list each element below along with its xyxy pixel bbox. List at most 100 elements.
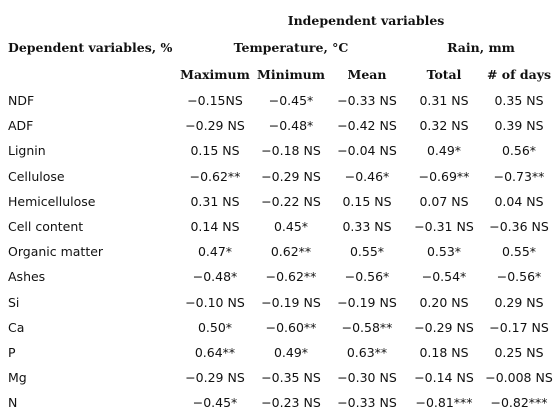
row-variable-label: NDF [8,93,35,109]
table-cell: −0.54* [421,269,467,285]
table-cell: 0.50* [197,319,233,335]
table-row: NDF −0.15NS −0.45* −0.33 NS 0.31 NS 0.35… [0,88,556,113]
table-cell: 0.63** [346,344,388,360]
table-cell: −0.17 NS [489,319,549,335]
table-cell: 0.45* [273,219,309,235]
column-header-number-of-days: # of days [486,66,552,82]
table-row: N −0.45* −0.23 NS −0.33 NS −0.81*** −0.8… [0,390,556,415]
table-cell: −0.81*** [415,395,473,411]
table-cell: −0.31 NS [414,219,474,235]
table-cell: −0.35 NS [261,370,321,386]
table-cell: −0.30 NS [337,370,397,386]
table-cell: −0.15NS [187,93,243,109]
column-header-maximum: Maximum [180,66,250,82]
header-row-independent: Independent variables [0,0,556,34]
dependent-variables-heading: Dependent variables, % [8,39,173,55]
table-cell: −0.42 NS [337,118,397,134]
table-row: Ca 0.50* −0.60** −0.58** −0.29 NS −0.17 … [0,315,556,340]
table-row: Si −0.10 NS −0.19 NS −0.19 NS 0.20 NS 0.… [0,290,556,315]
header-empty-cell [0,0,176,34]
row-variable-label: Organic matter [8,244,104,260]
table-cell: 0.64** [194,344,236,360]
table-cell: −0.19 NS [337,294,397,310]
table-cell: 0.33 NS [342,219,392,235]
table-cell: 0.18 NS [419,344,469,360]
table-cell: 0.49* [426,143,462,159]
table-row: Ashes −0.48* −0.62** −0.56* −0.54* −0.56… [0,264,556,289]
table-cell: −0.60** [265,319,317,335]
table-cell: −0.82*** [490,395,548,411]
table-cell: −0.46* [344,168,390,184]
row-variable-label: Si [8,294,20,310]
row-variable-label: Mg [8,370,27,386]
row-variable-label: P [8,344,16,360]
header-row-groups: Dependent variables, % Temperature, °C R… [0,34,556,60]
table-cell: −0.73** [493,168,545,184]
table-row: Mg −0.29 NS −0.35 NS −0.30 NS −0.14 NS −… [0,365,556,390]
table-cell: −0.48* [192,269,238,285]
table-cell: 0.47* [197,244,233,260]
row-variable-label: Lignin [8,143,46,159]
table-cell: −0.62** [265,269,317,285]
header-empty-cell [0,60,176,88]
table-cell: 0.55* [501,244,537,260]
column-header-total: Total [426,66,462,82]
table-cell: 0.35 NS [494,93,544,109]
table-cell: 0.15 NS [190,143,240,159]
row-variable-label: Ca [8,319,25,335]
table-row: Cell content 0.14 NS 0.45* 0.33 NS −0.31… [0,214,556,239]
rain-group-heading: Rain, mm [447,39,515,55]
table-row: ADF −0.29 NS −0.48* −0.42 NS 0.32 NS 0.3… [0,113,556,138]
column-header-minimum: Minimum [257,66,325,82]
table-cell: −0.58** [341,319,393,335]
table-cell: 0.29 NS [494,294,544,310]
table-cell: 0.32 NS [419,118,469,134]
temperature-group-heading: Temperature, °C [233,39,349,55]
independent-variables-heading: Independent variables [287,12,445,28]
table-cell: 0.39 NS [494,118,544,134]
row-variable-label: Hemicellulose [8,193,96,209]
table-row: Organic matter 0.47* 0.62** 0.55* 0.53* … [0,239,556,264]
table-cell: 0.07 NS [419,193,469,209]
table-body: NDF −0.15NS −0.45* −0.33 NS 0.31 NS 0.35… [0,88,556,415]
table-cell: −0.10 NS [185,294,245,310]
table-cell: −0.69** [418,168,470,184]
row-variable-label: Cell content [8,219,84,235]
table-cell: −0.23 NS [261,395,321,411]
table-cell: −0.56* [344,269,390,285]
table-cell: −0.22 NS [261,193,321,209]
table-cell: −0.04 NS [337,143,397,159]
table-cell: 0.56* [501,143,537,159]
table-cell: −0.33 NS [337,93,397,109]
table-cell: −0.29 NS [414,319,474,335]
row-variable-label: ADF [8,118,34,134]
table-cell: −0.45* [268,93,314,109]
table-cell: −0.33 NS [337,395,397,411]
table-cell: −0.008 NS [485,370,553,386]
table-cell: −0.45* [192,395,238,411]
table-cell: −0.29 NS [261,168,321,184]
table-cell: −0.18 NS [261,143,321,159]
table-cell: −0.19 NS [261,294,321,310]
table-cell: 0.31 NS [190,193,240,209]
header-row-columns: Maximum Minimum Mean Total # of days [0,60,556,88]
table-cell: 0.20 NS [419,294,469,310]
table-cell: −0.36 NS [489,219,549,235]
row-variable-label: Cellulose [8,168,65,184]
table-cell: −0.14 NS [414,370,474,386]
table-cell: −0.29 NS [185,118,245,134]
row-variable-label: N [8,395,18,411]
table-row: P 0.64** 0.49* 0.63** 0.18 NS 0.25 NS [0,340,556,365]
table-cell: 0.04 NS [494,193,544,209]
table-cell: −0.62** [189,168,241,184]
table-cell: 0.55* [349,244,385,260]
table-row: Lignin 0.15 NS −0.18 NS −0.04 NS 0.49* 0… [0,138,556,163]
table-cell: 0.31 NS [419,93,469,109]
table-cell: 0.14 NS [190,219,240,235]
row-variable-label: Ashes [8,269,46,285]
table-cell: −0.48* [268,118,314,134]
column-header-mean: Mean [347,66,387,82]
table-cell: −0.29 NS [185,370,245,386]
